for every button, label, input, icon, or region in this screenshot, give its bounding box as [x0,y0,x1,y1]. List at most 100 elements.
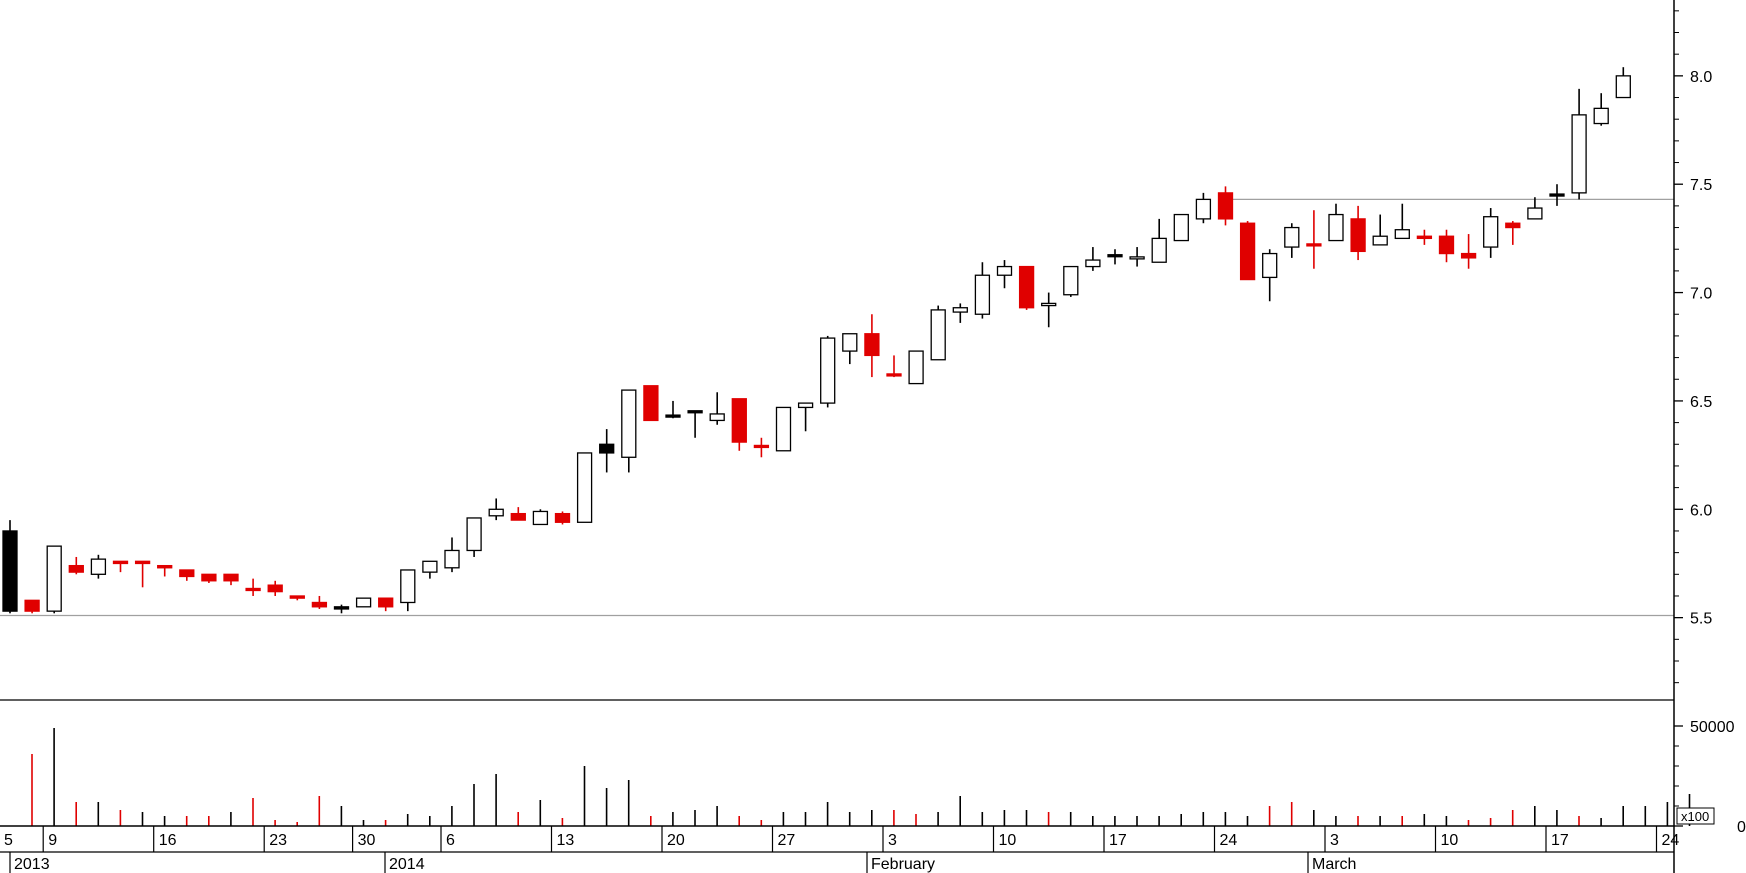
candle-body [400,569,416,604]
candle-body [223,573,239,582]
candle-body [1262,252,1278,279]
candle-body [46,545,62,612]
candle-body [1129,256,1145,260]
price-axis: 5.5 6.0 6.5 7.0 7.5 8.0 0 50000 x100 [1674,10,1746,836]
candle-body [1460,252,1477,259]
candle-body [621,389,637,458]
date-tick-label: 6 [446,832,455,849]
date-tick-label: 20 [667,832,685,849]
price-tick-label: 6.5 [1690,394,1712,411]
date-tick-label: 16 [159,832,177,849]
candle-body [179,569,195,578]
volume-multiplier-box [1676,807,1715,825]
date-tick-label: 23 [269,832,287,849]
candle-body [1350,218,1366,253]
date-tick-label: 17 [1551,832,1569,849]
date-tick-label: 13 [557,832,575,849]
price-pane [0,67,1674,617]
candle-body [466,517,482,552]
candle-body [996,265,1013,276]
candle-body [1041,302,1057,307]
price-tick-label: 8.0 [1690,69,1712,86]
candle-body [1416,235,1433,240]
candle-body [488,508,504,517]
date-tick-label: 9 [48,832,57,849]
volume-tick-label: 50000 [1690,719,1735,736]
date-tick-label: 3 [888,832,897,849]
candle-body [245,587,261,592]
candle-body [1217,192,1234,220]
chart-frame [0,0,1675,873]
date-tick-label: 3 [1330,832,1339,849]
period-label: 2013 [14,856,50,873]
candle-body [886,373,902,377]
date-tick-label: 24 [1662,832,1680,849]
candle-body [554,512,571,523]
candle-body [532,510,549,526]
candle-body [1394,229,1410,240]
candle-body [1085,259,1101,268]
candle-body [333,606,350,610]
candle-body [1593,107,1609,125]
candle-body [1372,235,1388,246]
candle-body [157,564,173,569]
candle-body [1173,213,1189,242]
candle-body [643,385,659,422]
candle-body [444,549,460,569]
candle-body [510,512,526,521]
candle-body [1438,235,1455,255]
candle-body [775,406,792,452]
date-tick-label: 5 [4,832,13,849]
candle-body [1549,193,1565,197]
candle-body [289,595,305,599]
candle-body [731,398,747,443]
candle-body [134,560,151,565]
period-label: February [871,856,935,873]
candle-body [1063,265,1079,296]
candle-body [930,309,946,361]
price-tick-label: 7.0 [1690,286,1712,303]
candle-body [952,307,968,313]
candle-body [378,597,394,608]
candle-body [1306,243,1322,247]
candle-body [1195,198,1212,220]
candle-body [90,558,107,575]
candle-body [1571,114,1587,194]
candle-body [1615,75,1631,99]
candle-body [311,601,328,608]
candle-body [2,530,18,612]
price-tick-label: 6.0 [1690,502,1712,519]
period-label: March [1312,856,1356,873]
candle-body [1483,216,1499,248]
candle-body [797,402,814,409]
candle-body [422,560,438,573]
candle-body [1527,207,1543,220]
candle-body [820,337,836,404]
candle-body [1239,222,1256,281]
candle-body [842,333,858,352]
volume-multiplier-label: x100 [1681,809,1709,824]
candle-body [753,444,770,449]
candle-body [864,333,880,357]
candle-body [665,414,681,418]
candle-body [1328,213,1344,242]
date-tick-label: 24 [1220,832,1238,849]
candle-body [24,599,40,612]
candle-body [908,350,924,385]
date-tick-label: 30 [358,832,376,849]
volume-pane [31,728,1691,826]
candle-body [1107,254,1123,258]
candle-body [68,564,84,573]
date-tick-label: 10 [999,832,1017,849]
candle-body [1018,265,1035,309]
candle-body [687,410,703,414]
candle-body [1284,226,1300,248]
candle-body [1151,237,1167,263]
candle-body [599,443,615,454]
volume-tick-label: 0 [1737,819,1746,836]
candle-body [112,560,129,565]
candle-body [1505,222,1521,229]
date-tick-label: 27 [778,832,796,849]
candle-body [709,413,725,422]
